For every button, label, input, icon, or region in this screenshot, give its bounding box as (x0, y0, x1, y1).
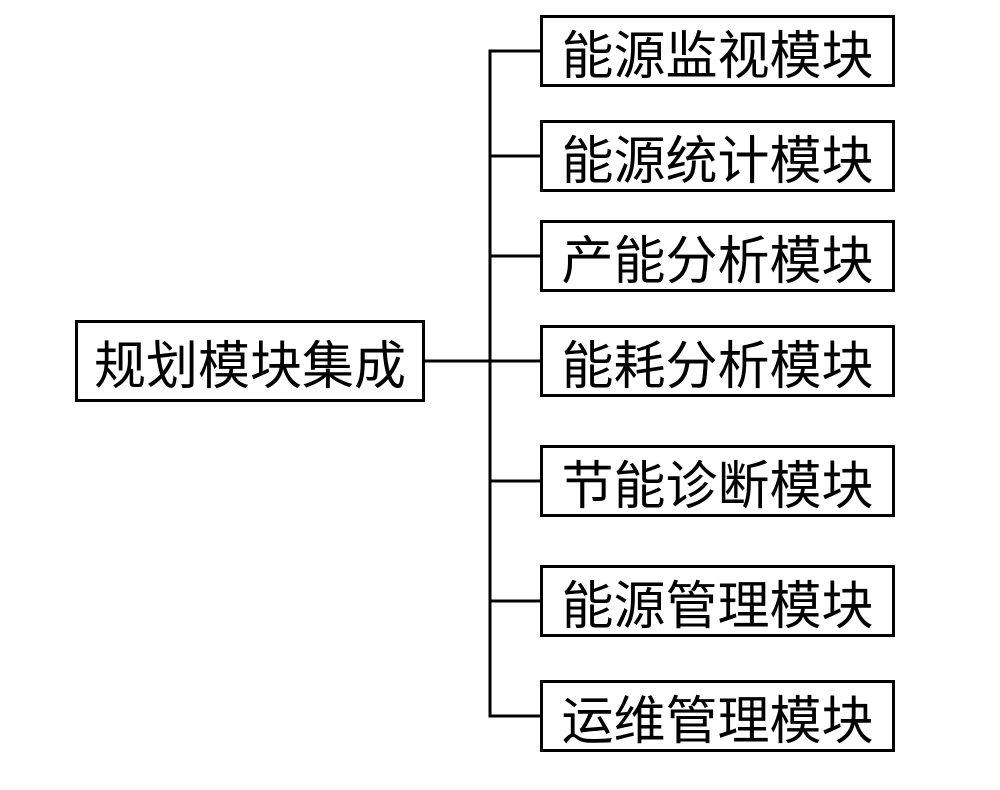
child-node-label: 节能诊断模块 (561, 444, 873, 519)
child-node-label: 产能分析模块 (561, 219, 873, 294)
root-node: 规划模块集成 (75, 320, 425, 402)
child-node: 产能分析模块 (540, 220, 895, 292)
child-node-label: 能源监视模块 (561, 14, 873, 89)
child-node-label: 能耗分析模块 (561, 324, 873, 399)
child-node-label: 能源管理模块 (561, 564, 873, 639)
child-node-label: 能源统计模块 (561, 119, 873, 194)
child-node: 能源监视模块 (540, 15, 895, 87)
diagram-canvas: 规划模块集成 能源监视模块 能源统计模块 产能分析模块 能耗分析模块 节能诊断模… (0, 0, 1000, 790)
child-node: 能源管理模块 (540, 565, 895, 637)
child-node-label: 运维管理模块 (561, 679, 873, 754)
child-node: 运维管理模块 (540, 680, 895, 752)
child-node: 节能诊断模块 (540, 445, 895, 517)
child-node: 能源统计模块 (540, 120, 895, 192)
root-node-label: 规划模块集成 (94, 324, 406, 399)
child-node: 能耗分析模块 (540, 325, 895, 397)
